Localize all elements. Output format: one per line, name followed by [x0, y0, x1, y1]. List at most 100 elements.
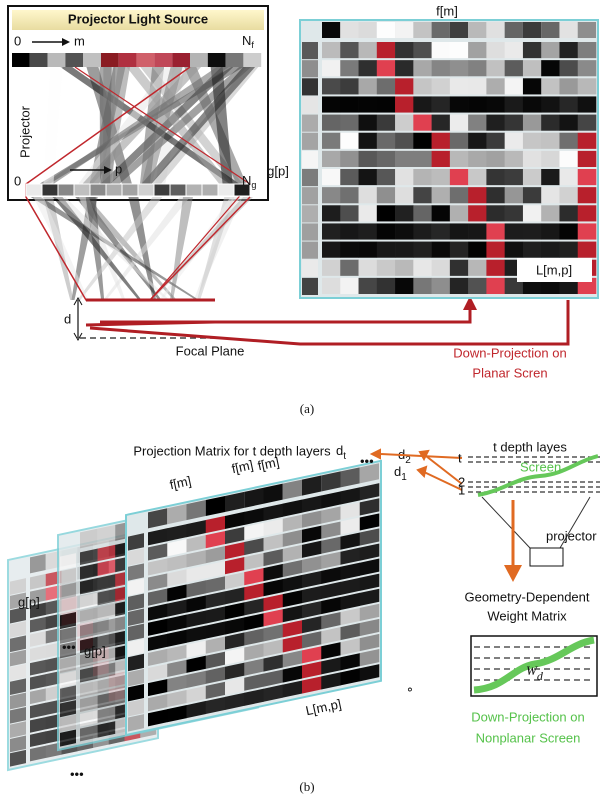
depth-arrows: [372, 450, 462, 490]
matrix-cell: [450, 242, 469, 258]
g-cell: [302, 205, 318, 222]
matrix-cell: [322, 133, 341, 149]
projection-matrix: [300, 20, 598, 298]
matrix-cell: [541, 205, 560, 221]
matrix-cell: [395, 278, 414, 294]
matrix-cell: [468, 133, 487, 149]
ellipsis: •••: [62, 639, 76, 654]
p-start: 0: [14, 173, 21, 188]
projector-title: Projector Light Source: [68, 11, 208, 26]
matrix-cell: [541, 96, 560, 112]
pixel-cell: [90, 184, 106, 196]
panel-label: (a): [300, 401, 314, 416]
pixel-cell: [218, 184, 234, 196]
m-end-base: N: [242, 33, 251, 48]
matrix-cell: [505, 133, 524, 149]
panel-title: Projection Matrix for t depth layers: [133, 443, 331, 458]
matrix-cell: [377, 187, 396, 203]
matrix-cell: [486, 96, 505, 112]
source-cell: [101, 53, 119, 67]
matrix-cell: [505, 78, 524, 94]
weight-title: Geometry-Dependent: [464, 589, 589, 604]
f-cell: [322, 22, 340, 38]
caption: Down-Projection on: [471, 709, 584, 724]
light-ray: [55, 197, 169, 300]
source-cell: [172, 53, 190, 67]
matrix-cell: [395, 96, 414, 112]
matrix-cell: [359, 78, 378, 94]
matrix-cell: [432, 60, 451, 76]
f-cell: [377, 22, 395, 38]
g-cell: [302, 169, 318, 186]
matrix-cell: [486, 115, 505, 131]
pixel-cell: [74, 184, 90, 196]
matrix-cell: [377, 260, 396, 276]
matrix-cell: [395, 187, 414, 203]
matrix-cell: [541, 151, 560, 167]
g-cell: [302, 78, 318, 95]
f-cell: [468, 22, 486, 38]
matrix-cell: [523, 78, 542, 94]
matrix-cell: [322, 278, 341, 294]
l-label: L[m,p]: [536, 262, 572, 277]
pixel-cell: [106, 184, 122, 196]
source-cell: [65, 53, 83, 67]
source-cell: [208, 53, 226, 67]
matrix-cell: [413, 278, 432, 294]
source-cell: [83, 53, 101, 67]
matrix-cell: [413, 60, 432, 76]
p-end-base: N: [242, 173, 251, 188]
source-cell: [30, 53, 48, 67]
projector-label: projector: [546, 528, 597, 543]
matrix-cell: [578, 187, 597, 203]
matrix-cell: [395, 78, 414, 94]
matrix-cell: [486, 278, 505, 294]
g-cell: [302, 242, 318, 259]
matrix-cell: [450, 169, 469, 185]
matrix-cell: [505, 187, 524, 203]
depth-sub: 1: [401, 472, 407, 483]
matrix-cell: [559, 187, 578, 203]
matrix-cell: [340, 133, 359, 149]
matrix-cell: [395, 151, 414, 167]
depth-base: d: [336, 443, 343, 458]
matrix-cell: [432, 78, 451, 94]
matrix-cell: [578, 169, 597, 185]
matrix-cell: [359, 115, 378, 131]
matrix-cell: [340, 260, 359, 276]
figure: Projector Light Source 0 m Nf Projector …: [0, 0, 614, 807]
projector-icon: [530, 548, 563, 566]
depth-label: d1: [394, 464, 407, 482]
matrix-cell: [322, 223, 341, 239]
ellipsis: •••: [70, 766, 84, 781]
matrix-cell: [468, 242, 487, 258]
matrix-cell: [359, 169, 378, 185]
matrix-cell: [486, 151, 505, 167]
matrix-cell: [432, 42, 451, 58]
g-cell: [302, 151, 318, 168]
depth-label: d2: [398, 447, 411, 465]
matrix-cell: [450, 278, 469, 294]
matrix-cell: [523, 60, 542, 76]
matrix-cell: [505, 96, 524, 112]
matrix-cell: [486, 60, 505, 76]
matrix-cell: [359, 60, 378, 76]
arrowhead: [504, 565, 522, 582]
matrix-cell: [541, 242, 560, 258]
matrix-cell: [578, 96, 597, 112]
matrix-cell: [322, 151, 341, 167]
projection-arrow: [100, 305, 470, 322]
matrix-cell: [413, 205, 432, 221]
matrix-cell: [340, 205, 359, 221]
matrix-cell: [395, 223, 414, 239]
layer-number: t: [458, 450, 462, 465]
source-cell: [190, 53, 208, 67]
matrix-cell: [413, 151, 432, 167]
m-start: 0: [14, 33, 21, 48]
matrix-cell: [413, 42, 432, 58]
matrix-cell: [468, 205, 487, 221]
g-cell: [302, 223, 318, 240]
matrix-cell: [541, 115, 560, 131]
matrix-cell: [432, 278, 451, 294]
matrix-cell: [340, 42, 359, 58]
